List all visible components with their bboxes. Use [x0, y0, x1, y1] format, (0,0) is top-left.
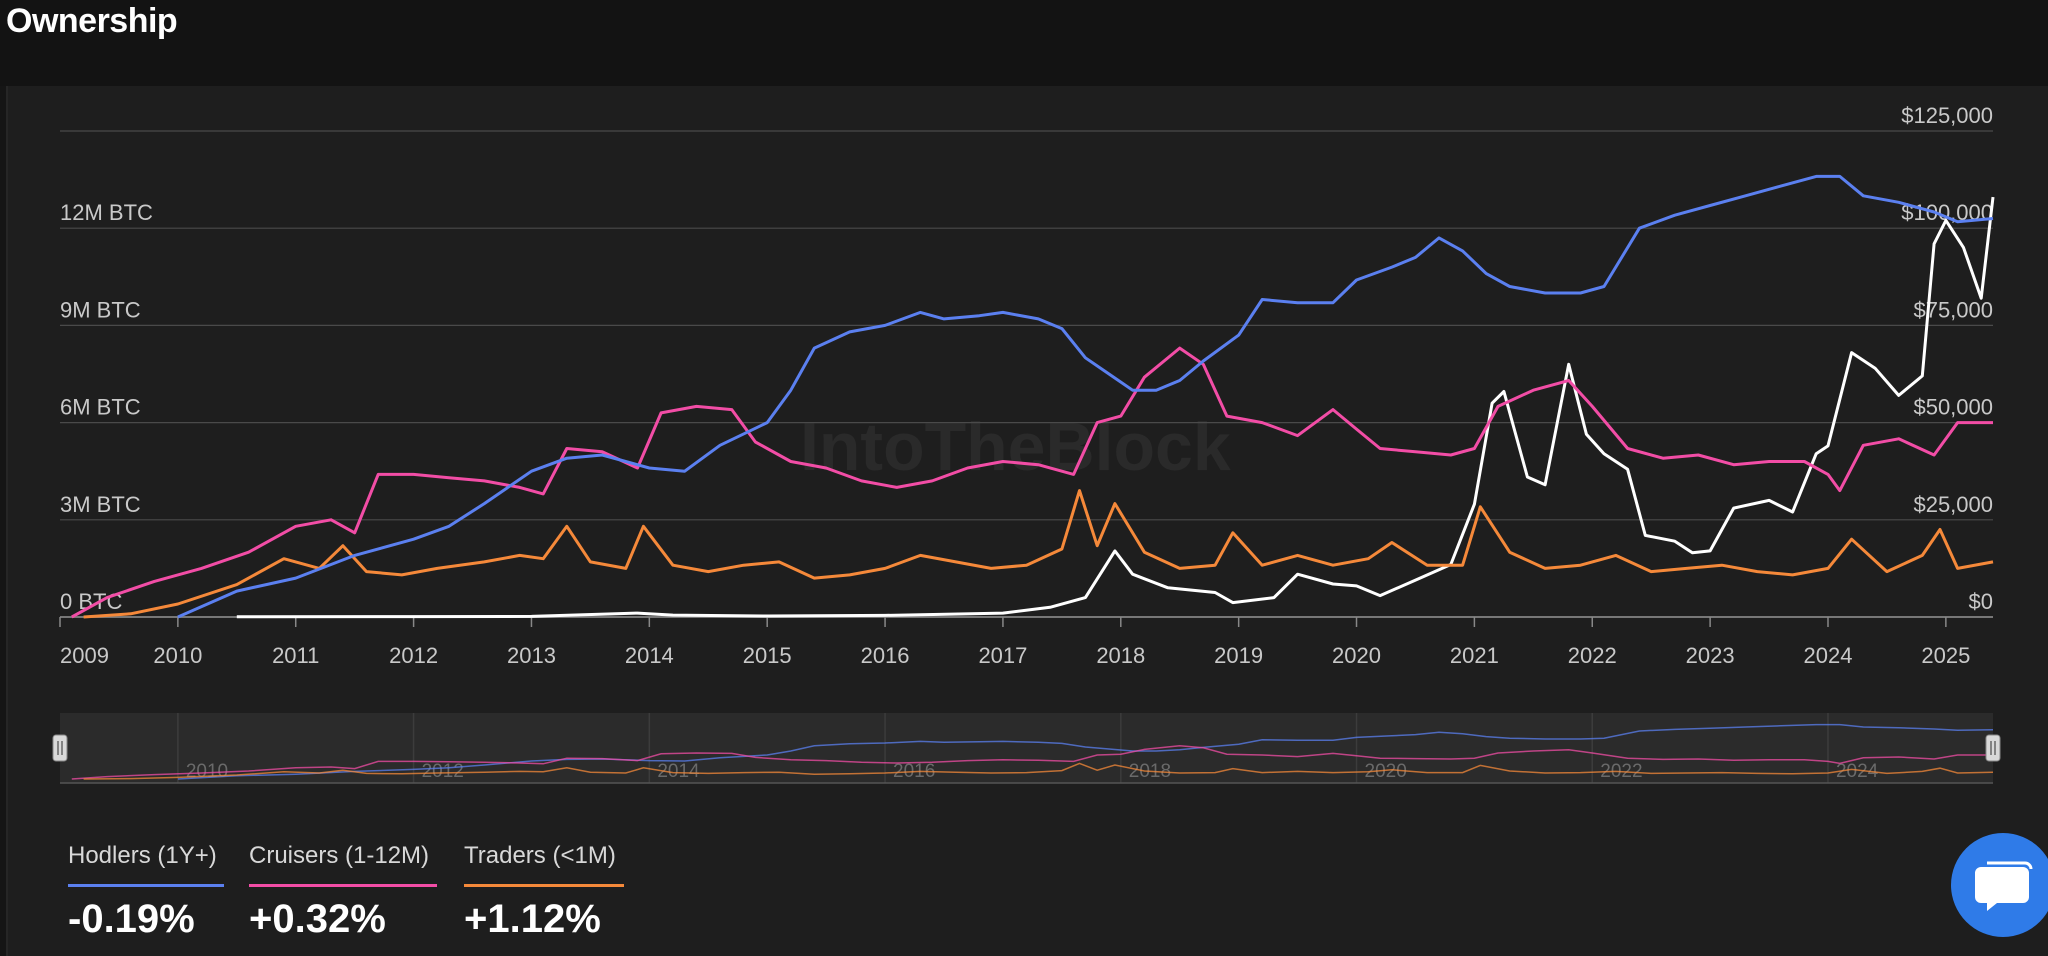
chat-button[interactable] — [1951, 833, 2048, 937]
left-axis-tick-label: 0 BTC — [60, 589, 122, 614]
legend-value-hodlers: -0.19% — [68, 897, 195, 941]
x-axis-tick-label: 2021 — [1450, 643, 1499, 668]
right-axis-tick-label: $75,000 — [1913, 297, 1993, 322]
x-axis-tick-label: 2010 — [153, 643, 202, 668]
legend-swatch-traders — [464, 884, 624, 887]
x-axis-tick-label: 2018 — [1096, 643, 1145, 668]
right-axis-tick-label: $50,000 — [1913, 395, 1993, 420]
x-axis-tick-label: 2017 — [978, 643, 1027, 668]
series-line-hodlers — [177, 174, 1994, 619]
series-line-traders — [83, 489, 1994, 619]
legend-name-hodlers: Hodlers (1Y+) — [68, 842, 217, 869]
navigator-tick-label: 2012 — [422, 761, 464, 782]
x-axis-tick-label: 2020 — [1332, 643, 1381, 668]
x-axis-tick-label: 2016 — [861, 643, 910, 668]
legend-name-traders: Traders (<1M) — [464, 842, 616, 869]
chart-grid — [60, 130, 1993, 618]
left-axis-tick-label: 3M BTC — [60, 492, 141, 517]
right-axis-labels: $0$25,000$50,000$75,000$100,000$125,000 — [1901, 103, 1993, 614]
chat-bubble-icon — [1975, 861, 2033, 911]
left-axis-labels: 0 BTC 3M BTC 6M BTC 9M BTC 12M BTC — [60, 200, 153, 614]
x-axis-tick-label: 2023 — [1686, 643, 1735, 668]
legend-value-traders: +1.12% — [464, 897, 601, 941]
navigator-series-line — [83, 762, 1994, 780]
navigator-background — [60, 713, 1993, 783]
legend-value-cruisers: +0.32% — [249, 897, 386, 941]
right-axis-tick-label: $25,000 — [1913, 492, 1993, 517]
navigator-handle-right[interactable] — [1985, 734, 2001, 762]
x-axis-tick-label: 2011 — [272, 643, 319, 668]
legend-item-traders[interactable]: Traders (<1M) +1.12% — [464, 842, 624, 952]
watermark-text: IntoTheBlock — [800, 409, 1231, 485]
series-line-price — [236, 196, 1995, 619]
legend-item-cruisers[interactable]: Cruisers (1-12M) +0.32% — [249, 842, 437, 952]
x-axis-tick-label: 2012 — [389, 643, 438, 668]
header-bar: Ownership — [0, 0, 2048, 86]
x-axis-tick-label: 2015 — [743, 643, 792, 668]
right-axis-tick-label: $125,000 — [1901, 103, 1993, 128]
x-axis: 2009 2010 2011 2012 2013 2014 2015 2016 2017 2018… — [59, 617, 1970, 668]
navigator-tick-label: 2020 — [1365, 761, 1407, 782]
left-axis-tick-label: 6M BTC — [60, 395, 141, 420]
left-axis-tick-label: 12M BTC — [60, 200, 153, 225]
chart-panel — [6, 86, 2048, 956]
legend-swatch-hodlers — [68, 884, 224, 887]
right-axis-tick-label: $0 — [1969, 589, 1993, 614]
x-axis-tick-label: 2013 — [507, 643, 556, 668]
x-axis-tick-label: 2019 — [1214, 643, 1263, 668]
navigator-series-line — [71, 745, 1993, 780]
x-axis-tick-label: 2025 — [1921, 643, 1970, 668]
x-axis-tick-label: 2022 — [1568, 643, 1617, 668]
left-axis-tick-label: 9M BTC — [60, 297, 141, 322]
legend-name-cruisers: Cruisers (1-12M) — [249, 842, 430, 869]
navigator-handle-left[interactable] — [52, 734, 68, 762]
x-axis-tick-label: 2009 — [60, 643, 109, 668]
navigator-tick-label: 2024 — [1836, 761, 1879, 782]
legend-item-hodlers[interactable]: Hodlers (1Y+) -0.19% — [68, 842, 224, 952]
series-line-cruisers — [71, 346, 1993, 619]
range-navigator[interactable]: 2010 2012 2014 2016 2018 2020 2022 2024 — [52, 713, 2001, 784]
legend-swatch-cruisers — [249, 884, 437, 887]
series-layer — [71, 174, 1995, 619]
navigator-tick-label: 2014 — [657, 761, 700, 782]
x-axis-tick-label: 2014 — [625, 643, 674, 668]
x-axis-tick-label: 2024 — [1804, 643, 1853, 668]
page-title: Ownership — [6, 2, 178, 40]
